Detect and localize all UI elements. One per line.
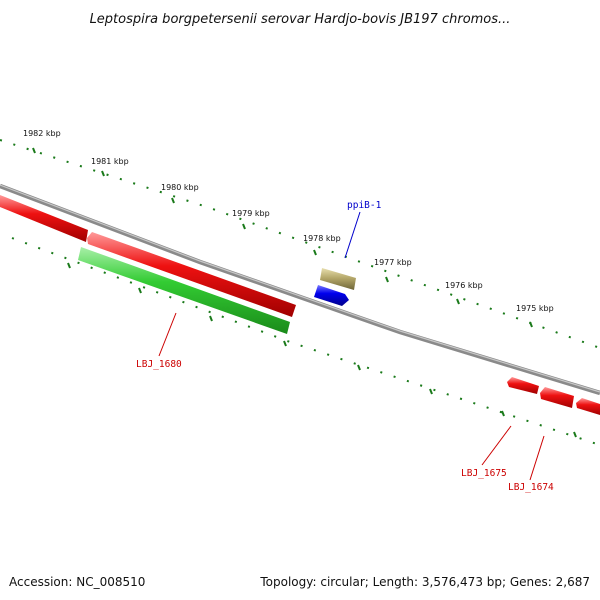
- accession-text: Accession: NC_008510: [9, 575, 145, 589]
- gene-label-LBJ_1674[interactable]: LBJ_1674: [508, 482, 554, 493]
- chromosome-backbone: [0, 183, 600, 396]
- scale-label: 1979 kbp: [232, 209, 270, 218]
- gene-label-ppiB[interactable]: ppiB-1: [347, 200, 382, 211]
- LBJ_1674-leader-line: [529, 435, 545, 481]
- chromosome-backbone-highlight: [0, 184, 600, 393]
- gene-label-LBJ_1680[interactable]: LBJ_1680: [136, 359, 182, 370]
- scale-label: 1980 kbp: [161, 183, 199, 192]
- gene-forward[interactable]: [540, 387, 574, 408]
- genome-summary-text: Topology: circular; Length: 3,576,473 bp…: [259, 575, 590, 589]
- scale-label: 1978 kbp: [303, 234, 341, 243]
- forward-genes: [0, 195, 600, 415]
- gene-label-LBJ_1675[interactable]: LBJ_1675: [461, 468, 507, 479]
- inner-major-ticks: [67, 262, 577, 438]
- map-title: Leptospira borgpetersenii serovar Hardjo…: [90, 12, 511, 27]
- scale-labels: 1982 kbp 1981 kbp 1980 kbp 1979 kbp 1978…: [23, 129, 554, 313]
- inner-tick-ring: [11, 237, 600, 446]
- scale-label: 1981 kbp: [91, 157, 129, 166]
- LBJ_1680-leader-line: [158, 312, 177, 357]
- feature-ppiB[interactable]: [320, 268, 356, 290]
- gene-forward[interactable]: [0, 195, 88, 242]
- gene-forward[interactable]: [576, 398, 600, 415]
- ppiB-leader-line: [344, 211, 361, 259]
- scale-label: 1975 kbp: [516, 304, 554, 313]
- gene-reverse[interactable]: [78, 247, 290, 334]
- gene-forward[interactable]: [87, 232, 296, 317]
- gene-rna[interactable]: [314, 285, 349, 306]
- LBJ_1675-leader-line: [481, 425, 512, 466]
- scale-label: 1976 kbp: [445, 281, 483, 290]
- scale-label: 1977 kbp: [374, 258, 412, 267]
- outer-major-ticks: [32, 147, 533, 328]
- gene-forward[interactable]: [507, 377, 539, 394]
- scale-label: 1982 kbp: [23, 129, 61, 138]
